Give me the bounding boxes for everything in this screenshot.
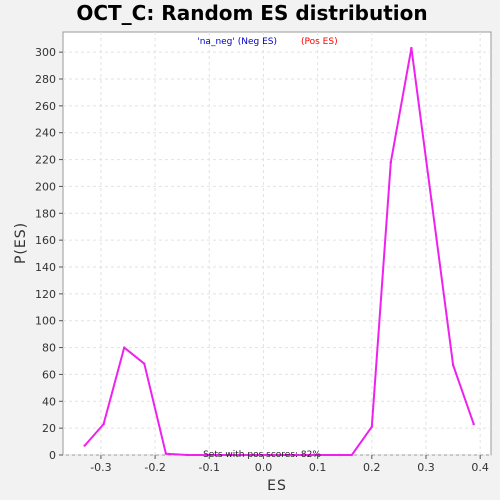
data-point (164, 452, 168, 455)
x-tick-label: -0.2 (144, 461, 165, 474)
plot-area (62, 31, 492, 456)
data-point (102, 422, 105, 426)
y-tick-label: 260 (35, 100, 56, 113)
legend-pos-es: (Pos ES) (301, 37, 338, 47)
y-tick-label: 160 (35, 234, 56, 247)
data-point (273, 453, 276, 457)
data-point (294, 453, 298, 457)
x-tick-label: -0.3 (90, 461, 111, 474)
y-tick-label: 20 (42, 422, 56, 435)
x-tick-label: 0.4 (471, 461, 489, 474)
y-tick-label: 200 (35, 180, 56, 193)
y-tick-label: 0 (49, 449, 56, 462)
data-point (123, 346, 126, 349)
y-axis-title: P(ES) (13, 222, 29, 264)
y-tick-label: 140 (35, 261, 56, 274)
y-tick-label: 40 (42, 395, 56, 408)
y-tick-label: 60 (42, 368, 56, 381)
y-tick-label: 80 (42, 342, 56, 355)
y-tick-label: 280 (35, 73, 56, 86)
data-point (389, 161, 392, 164)
data-point (451, 363, 455, 367)
es-distribution-line (83, 47, 475, 456)
data-point (143, 362, 146, 365)
legend-neg-es: 'na_neg' (Neg ES) (197, 37, 277, 47)
y-tick-label: 240 (35, 127, 56, 140)
axes: -0.3 -0.2 -0.1 0.0 0.1 0.2 0.3 0.4 0 20 40 60 80 100 1… (35, 46, 489, 474)
data-point (410, 46, 413, 50)
y-tick-label: 220 (35, 154, 56, 167)
series-line (83, 46, 475, 457)
x-tick-label: 0.2 (363, 461, 381, 474)
annotation-pos-scores: Sets with pos scores: 82% (203, 450, 321, 460)
data-point (350, 453, 353, 457)
data-point (370, 425, 374, 428)
x-tick-label: -0.1 (199, 461, 220, 474)
x-tick-label: 0.3 (417, 461, 435, 474)
data-point (316, 453, 319, 457)
x-tick-label: 0.1 (309, 461, 327, 474)
x-tick-label: 0.0 (255, 461, 273, 474)
data-point (186, 453, 189, 457)
data-point (472, 422, 475, 426)
x-axis-title: ES (267, 478, 287, 494)
y-tick-label: 180 (35, 207, 56, 220)
data-point (229, 453, 233, 457)
data-point (338, 453, 341, 457)
y-tick-label: 300 (35, 46, 56, 59)
data-point (251, 453, 254, 457)
data-point (83, 444, 86, 447)
data-point (430, 198, 433, 202)
y-tick-label: 100 (35, 315, 56, 328)
data-point (208, 453, 211, 457)
chart-title: OCT_C: Random ES distribution (76, 1, 428, 25)
y-tick-label: 120 (35, 288, 56, 301)
